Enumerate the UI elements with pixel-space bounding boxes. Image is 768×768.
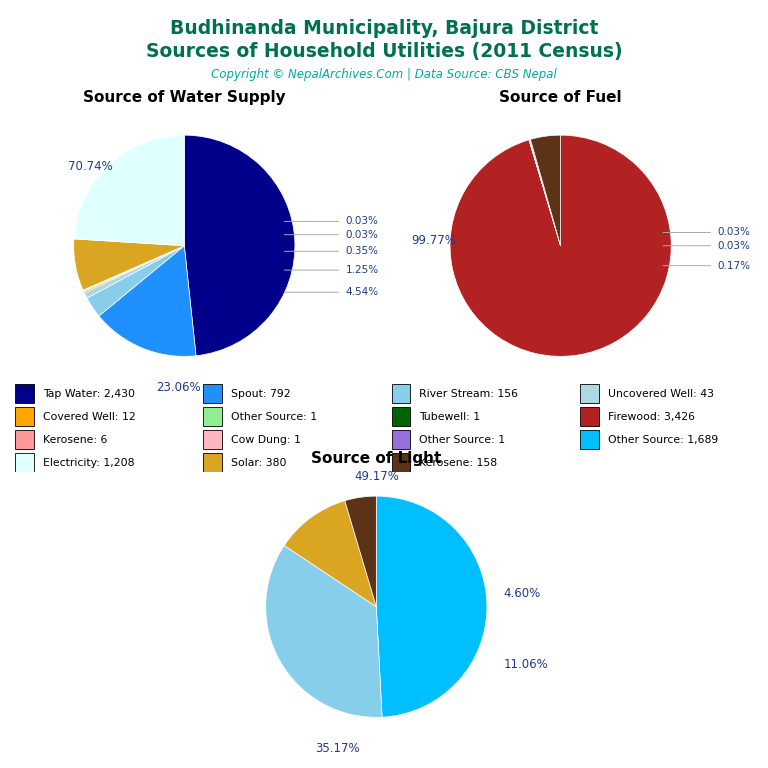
- Text: Budhinanda Municipality, Bajura District: Budhinanda Municipality, Bajura District: [170, 19, 598, 38]
- Wedge shape: [529, 140, 561, 246]
- Wedge shape: [284, 501, 376, 607]
- Text: River Stream: 156: River Stream: 156: [419, 389, 518, 399]
- Bar: [580, 384, 598, 403]
- Text: Uncovered Well: 43: Uncovered Well: 43: [607, 389, 713, 399]
- Wedge shape: [184, 135, 295, 356]
- Bar: [15, 384, 34, 403]
- Bar: [204, 407, 222, 426]
- Text: Tubewell: 1: Tubewell: 1: [419, 412, 481, 422]
- Title: Source of Fuel: Source of Fuel: [499, 90, 622, 105]
- Wedge shape: [531, 135, 561, 246]
- Text: 0.03%: 0.03%: [346, 217, 379, 227]
- Text: 23.06%: 23.06%: [157, 381, 201, 394]
- Bar: [15, 407, 34, 426]
- Text: Cow Dung: 1: Cow Dung: 1: [231, 435, 301, 445]
- Bar: [580, 430, 598, 449]
- Text: Other Source: 1: Other Source: 1: [231, 412, 317, 422]
- Wedge shape: [84, 246, 184, 291]
- Wedge shape: [450, 135, 671, 356]
- Wedge shape: [376, 496, 487, 717]
- Wedge shape: [84, 246, 184, 291]
- Wedge shape: [87, 246, 184, 316]
- Text: 1.25%: 1.25%: [346, 265, 379, 275]
- Wedge shape: [345, 496, 376, 607]
- Text: 0.35%: 0.35%: [346, 247, 379, 257]
- Title: Source of Light: Source of Light: [311, 451, 442, 466]
- Text: Copyright © NepalArchives.Com | Data Source: CBS Nepal: Copyright © NepalArchives.Com | Data Sou…: [211, 68, 557, 81]
- Bar: [15, 430, 34, 449]
- Wedge shape: [74, 239, 184, 290]
- Wedge shape: [529, 140, 561, 246]
- Wedge shape: [266, 545, 382, 717]
- Bar: [204, 430, 222, 449]
- Bar: [392, 384, 410, 403]
- Text: 70.74%: 70.74%: [68, 160, 113, 173]
- Text: 11.06%: 11.06%: [504, 657, 548, 670]
- Bar: [392, 453, 410, 472]
- Text: 35.17%: 35.17%: [316, 742, 360, 755]
- Wedge shape: [83, 246, 184, 291]
- Text: 0.03%: 0.03%: [717, 227, 750, 237]
- Text: Kerosene: 6: Kerosene: 6: [43, 435, 108, 445]
- Bar: [392, 430, 410, 449]
- Bar: [204, 384, 222, 403]
- Text: Kerosene: 158: Kerosene: 158: [419, 458, 498, 468]
- Text: 0.17%: 0.17%: [717, 260, 750, 270]
- Text: 0.03%: 0.03%: [346, 230, 379, 240]
- Text: 4.60%: 4.60%: [504, 587, 541, 600]
- Text: Covered Well: 12: Covered Well: 12: [43, 412, 136, 422]
- Wedge shape: [84, 246, 184, 293]
- Text: Spout: 792: Spout: 792: [231, 389, 291, 399]
- Text: Electricity: 1,208: Electricity: 1,208: [43, 458, 134, 468]
- Wedge shape: [84, 246, 184, 298]
- Bar: [392, 407, 410, 426]
- Text: Firewood: 3,426: Firewood: 3,426: [607, 412, 694, 422]
- Text: Other Source: 1: Other Source: 1: [419, 435, 505, 445]
- Title: Source of Water Supply: Source of Water Supply: [83, 90, 286, 105]
- Text: 0.03%: 0.03%: [717, 240, 750, 251]
- Text: Other Source: 1,689: Other Source: 1,689: [607, 435, 718, 445]
- Bar: [580, 407, 598, 426]
- Bar: [15, 453, 34, 472]
- Wedge shape: [99, 246, 196, 356]
- Wedge shape: [84, 246, 184, 291]
- Wedge shape: [529, 139, 561, 246]
- Bar: [204, 453, 222, 472]
- Text: Tap Water: 2,430: Tap Water: 2,430: [43, 389, 135, 399]
- Text: Solar: 380: Solar: 380: [231, 458, 286, 468]
- Text: 99.77%: 99.77%: [412, 233, 456, 247]
- Text: 4.54%: 4.54%: [346, 287, 379, 297]
- Text: Sources of Household Utilities (2011 Census): Sources of Household Utilities (2011 Cen…: [146, 42, 622, 61]
- Wedge shape: [74, 135, 184, 246]
- Text: 49.17%: 49.17%: [354, 470, 399, 483]
